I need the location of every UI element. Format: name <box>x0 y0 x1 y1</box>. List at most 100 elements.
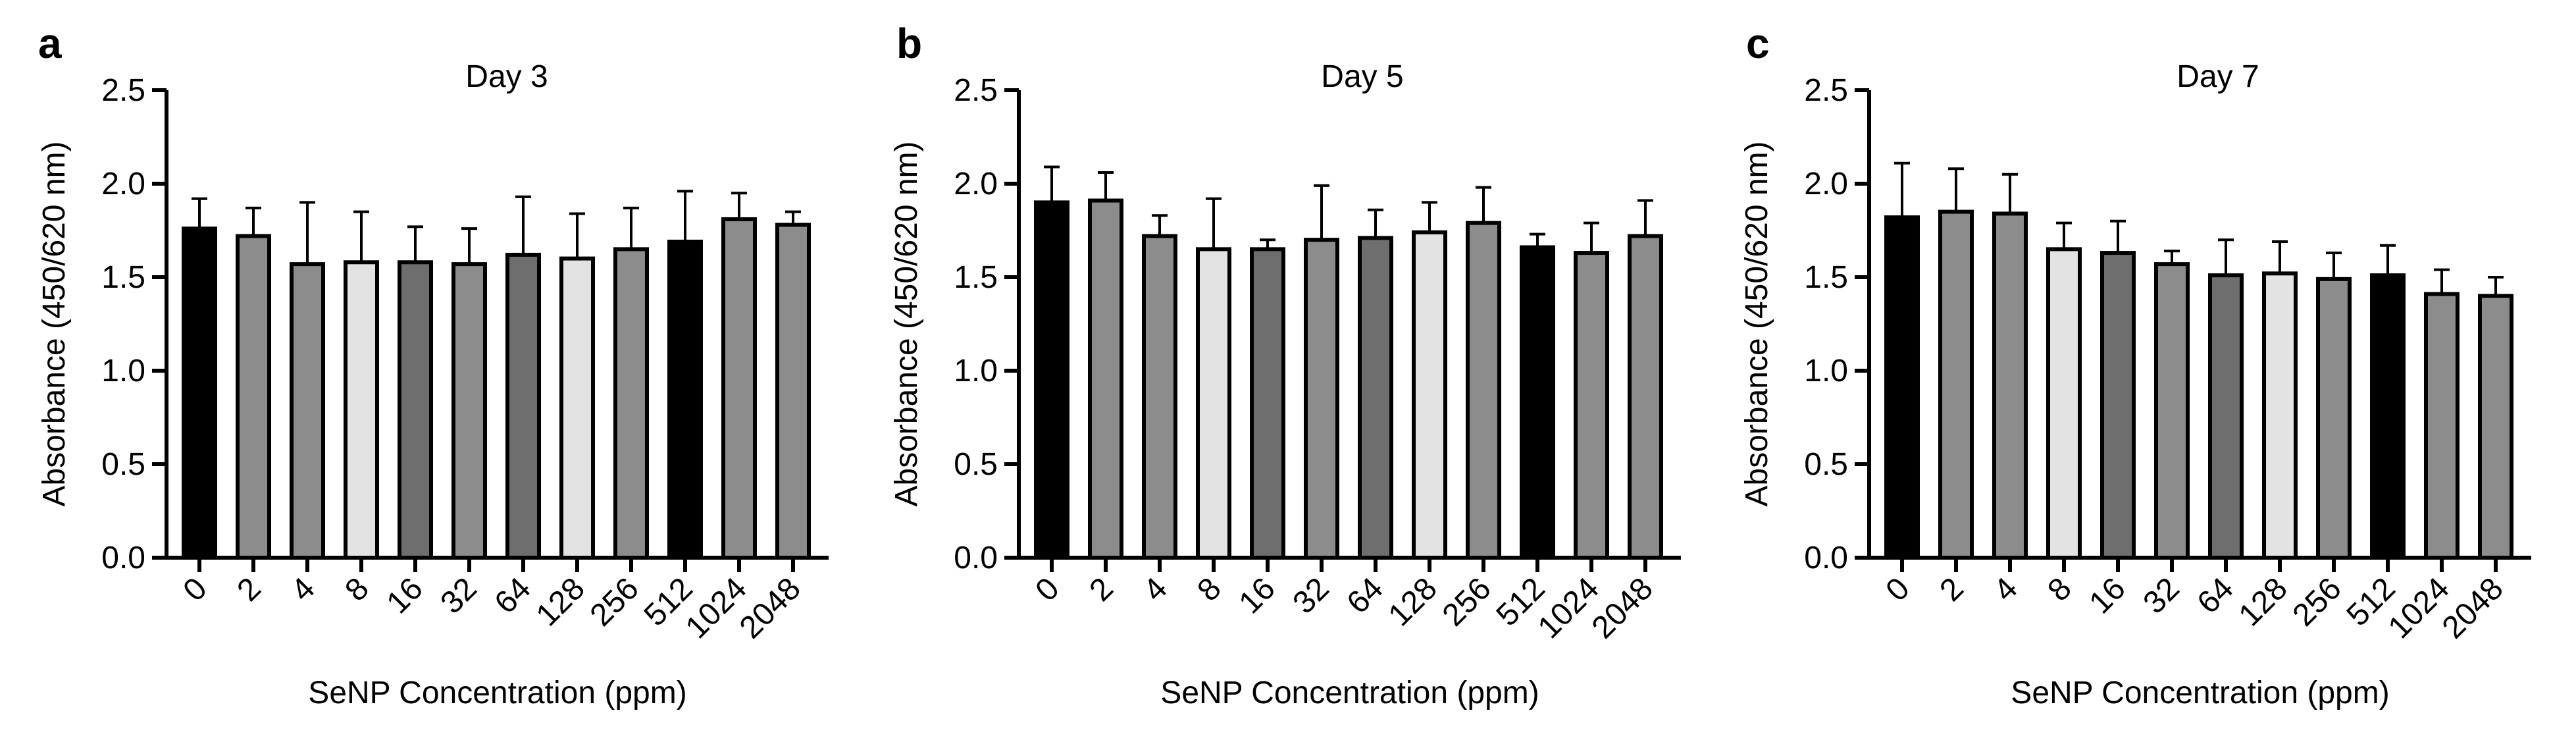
x-tick-label: 256 <box>2286 571 2348 633</box>
x-tick-label: 4 <box>1987 571 2024 608</box>
bar-64 <box>1358 236 1393 560</box>
y-axis-label: Absorbance (450/620 nm) <box>889 142 924 507</box>
bar-256 <box>1466 221 1501 560</box>
x-tick-label: 32 <box>1287 571 1336 620</box>
chart-panel-a: a Day 3 Absorbance (450/620 nm) 0.0 0.5 1.0 1.… <box>37 20 829 710</box>
bar-2048 <box>775 223 811 560</box>
bar-8 <box>2046 247 2082 560</box>
bar-4 <box>1992 211 2028 560</box>
x-tick-label: 64 <box>488 571 538 620</box>
bar-16 <box>2100 251 2136 560</box>
y-axis-label: Absorbance (450/620 nm) <box>1739 142 1774 507</box>
y-tick-label: 1.0 <box>101 354 145 388</box>
bar-2 <box>1938 209 1974 560</box>
x-tick-label: 256 <box>1436 571 1498 633</box>
x-axis-label: SeNP Concentration (ppm) <box>308 676 686 710</box>
bar-256 <box>613 247 649 560</box>
bar-512 <box>1520 245 1555 560</box>
x-tick-label: 2 <box>230 571 267 608</box>
y-tick-label: 2.5 <box>954 73 998 108</box>
x-tick-label: 8 <box>2041 571 2078 608</box>
x-tick-label: 256 <box>584 571 646 633</box>
y-axis-label: Absorbance (450/620 nm) <box>37 142 72 507</box>
x-tick-label: 128 <box>1382 571 1444 633</box>
x-tick-label: 1024 <box>679 571 754 645</box>
bar-8 <box>1196 247 1231 560</box>
x-tick-label: 16 <box>2083 571 2132 620</box>
bar-8 <box>344 260 379 560</box>
bar-512 <box>2370 273 2406 560</box>
x-tick-label: 32 <box>2137 571 2186 620</box>
x-tick-label: 0 <box>1029 571 1066 608</box>
bar-2 <box>1088 198 1123 560</box>
x-tick-label: 128 <box>2232 571 2294 633</box>
y-tick-label: 1.5 <box>1804 260 1848 295</box>
x-axis-label: SeNP Concentration (ppm) <box>2011 676 2389 710</box>
bar-256 <box>2316 277 2352 560</box>
bar-4 <box>1142 234 1177 560</box>
bar-0 <box>1884 215 1920 560</box>
bar-1024 <box>721 217 757 560</box>
y-tick-label: 0.0 <box>101 541 145 575</box>
y-tick-label: 1.5 <box>101 260 145 295</box>
y-tick-label: 2.0 <box>1804 167 1848 201</box>
bar-2048 <box>1628 234 1663 560</box>
x-tick-label: 128 <box>530 571 592 633</box>
bar-2048 <box>2478 294 2513 560</box>
x-tick-label: 2048 <box>733 571 808 645</box>
y-tick-label: 2.0 <box>101 167 145 201</box>
x-tick-label: 32 <box>434 571 484 620</box>
panel-letter-c: c <box>1746 20 1770 67</box>
bar-128 <box>1412 230 1447 560</box>
x-axis-label: SeNP Concentration (ppm) <box>1160 676 1539 710</box>
x-tick-label: 8 <box>1191 571 1227 608</box>
x-tick-label: 2048 <box>2436 571 2510 645</box>
bar-2 <box>236 234 271 560</box>
bar-128 <box>2262 271 2298 560</box>
chart-title: Day 7 <box>2177 59 2259 94</box>
x-tick-label: 2 <box>1083 571 1120 608</box>
bar-64 <box>505 252 541 560</box>
x-tick-label: 64 <box>2191 571 2240 620</box>
bar-0 <box>1034 200 1069 560</box>
bar-1024 <box>2424 292 2460 560</box>
bar-4 <box>290 262 325 560</box>
y-tick-label: 0.5 <box>1804 447 1848 482</box>
x-tick-label: 4 <box>284 571 321 608</box>
panel-letter-b: b <box>896 20 922 67</box>
x-tick-label: 2048 <box>1585 571 1660 645</box>
x-tick-label: 4 <box>1137 571 1173 608</box>
x-tick-label: 2 <box>1933 571 1970 608</box>
y-tick-label: 0.5 <box>101 447 145 482</box>
y-tick-label: 2.5 <box>1804 73 1848 108</box>
x-tick-label: 0 <box>176 571 213 608</box>
chart-panel-c: c Day 7 Absorbance (450/620 nm) 0.0 0.5 1.0 1.… <box>1739 20 2531 710</box>
y-tick-label: 0.5 <box>954 447 998 482</box>
bar-128 <box>559 256 595 560</box>
bar-16 <box>398 260 433 560</box>
x-tick-label: 1024 <box>1532 571 1606 645</box>
x-tick-label: 16 <box>380 571 430 620</box>
y-tick-label: 0.0 <box>954 541 998 575</box>
chart-title: Day 5 <box>1321 59 1403 94</box>
bar-32 <box>1304 238 1339 560</box>
bar-0 <box>182 226 217 560</box>
bar-16 <box>1250 247 1285 560</box>
x-tick-label: 8 <box>338 571 375 608</box>
bar-32 <box>2154 262 2190 560</box>
x-tick-label: 1024 <box>2382 571 2456 645</box>
y-tick-label: 1.5 <box>954 260 998 295</box>
panel-letter-a: a <box>38 20 62 67</box>
y-tick-label: 0.0 <box>1804 541 1848 575</box>
chart-title: Day 3 <box>465 59 548 94</box>
bar-512 <box>667 240 703 560</box>
y-tick-label: 2.5 <box>101 73 145 108</box>
bar-1024 <box>1574 251 1609 560</box>
y-tick-label: 2.0 <box>954 167 998 201</box>
bar-32 <box>451 262 487 560</box>
chart-panel-b: b Day 5 Absorbance (450/620 nm) 0.0 0.5 1.0 1.… <box>889 20 1681 710</box>
y-tick-label: 1.0 <box>1804 354 1848 388</box>
x-tick-label: 16 <box>1233 571 1282 620</box>
bar-64 <box>2208 273 2244 560</box>
